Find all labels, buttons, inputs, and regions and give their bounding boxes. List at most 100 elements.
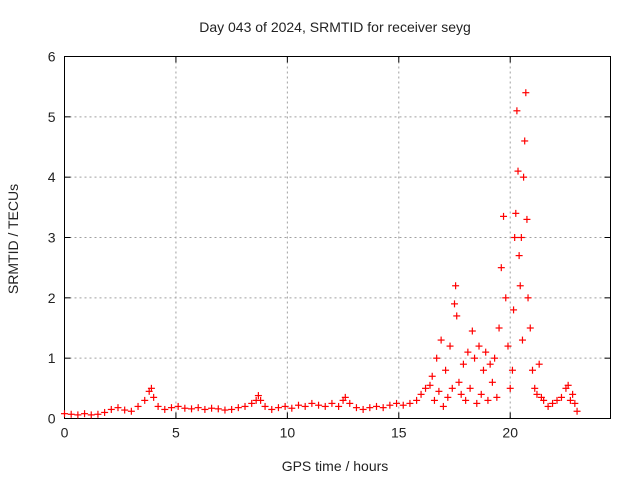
data-point (477, 390, 485, 398)
data-point (406, 399, 414, 407)
data-point (379, 404, 387, 412)
x-tick-label: 0 (61, 425, 69, 441)
data-point (201, 405, 209, 413)
data-point (497, 264, 505, 272)
data-point (386, 401, 394, 409)
data-point (491, 354, 499, 362)
data-point (444, 393, 452, 401)
data-point (571, 399, 579, 407)
data-point (500, 212, 508, 220)
data-point (502, 294, 510, 302)
data-point (74, 411, 82, 419)
x-tick-label: 15 (391, 425, 407, 441)
data-point (67, 410, 75, 418)
data-point (107, 405, 115, 413)
data-point (455, 378, 463, 386)
data-point (399, 401, 407, 409)
data-point (426, 381, 434, 389)
data-point (194, 404, 202, 412)
data-point (315, 401, 323, 409)
data-point (475, 342, 483, 350)
data-point (464, 348, 472, 356)
y-tick-label: 6 (48, 49, 56, 65)
data-point (248, 399, 256, 407)
data-point (433, 354, 441, 362)
data-point (261, 402, 269, 410)
data-point (508, 366, 516, 374)
data-point (506, 384, 514, 392)
data-points (61, 89, 581, 419)
data-point (488, 378, 496, 386)
grid-layer (64, 56, 611, 419)
data-point (268, 405, 276, 413)
data-point (451, 300, 458, 308)
data-point (61, 410, 68, 418)
data-point (553, 396, 561, 404)
data-point (471, 354, 479, 362)
data-point (516, 282, 524, 290)
data-point (241, 402, 249, 410)
data-point (448, 384, 456, 392)
data-point (359, 405, 367, 413)
tick-layer: 0 5 10 15 20 0 1 2 3 4 5 6 (48, 49, 611, 441)
data-point (564, 381, 572, 389)
data-point (127, 407, 135, 415)
data-point (521, 137, 529, 145)
data-point (147, 384, 155, 392)
data-point (254, 392, 262, 400)
data-point (214, 405, 222, 413)
data-point (524, 294, 532, 302)
data-point (181, 404, 189, 412)
data-point (167, 404, 175, 412)
data-point (513, 107, 521, 115)
data-point (134, 402, 142, 410)
data-point (413, 396, 421, 404)
data-point (529, 366, 536, 374)
data-point (81, 410, 89, 418)
data-point (301, 402, 309, 410)
data-point (446, 342, 454, 350)
data-point (512, 209, 520, 217)
x-tick-label: 10 (280, 425, 296, 441)
data-point (366, 404, 374, 412)
data-point (549, 399, 557, 407)
data-point (453, 312, 461, 320)
chart-title: Day 043 of 2024, SRMTID for receiver sey… (199, 19, 471, 35)
data-point (234, 404, 242, 412)
data-point (328, 399, 336, 407)
data-point (428, 372, 436, 380)
data-point (87, 411, 95, 419)
data-point (208, 404, 216, 412)
data-point (422, 384, 430, 392)
data-point (459, 360, 467, 368)
data-point (466, 384, 474, 392)
data-point (439, 402, 447, 410)
x-axis-label: GPS time / hours (282, 458, 389, 474)
y-tick-label: 0 (48, 411, 56, 427)
data-point (493, 393, 501, 401)
y-tick-label: 4 (48, 169, 56, 185)
data-point (468, 327, 476, 335)
y-axis-label: SRMTID / TECUs (5, 184, 21, 294)
y-tick-label: 2 (48, 290, 56, 306)
data-point (274, 404, 282, 412)
data-point (535, 360, 543, 368)
data-point (437, 336, 445, 344)
data-point (569, 390, 577, 398)
data-point (228, 405, 236, 413)
data-point (531, 384, 539, 392)
data-point (540, 396, 548, 404)
data-point (520, 173, 528, 181)
data-point (510, 306, 518, 314)
data-point (517, 234, 525, 241)
data-point (121, 406, 129, 414)
data-point (417, 390, 425, 398)
data-point (346, 399, 354, 407)
data-point (352, 404, 360, 412)
data-point (457, 390, 465, 398)
data-point (221, 406, 229, 414)
data-point (486, 360, 494, 368)
data-point (522, 89, 530, 97)
data-point (161, 405, 169, 413)
